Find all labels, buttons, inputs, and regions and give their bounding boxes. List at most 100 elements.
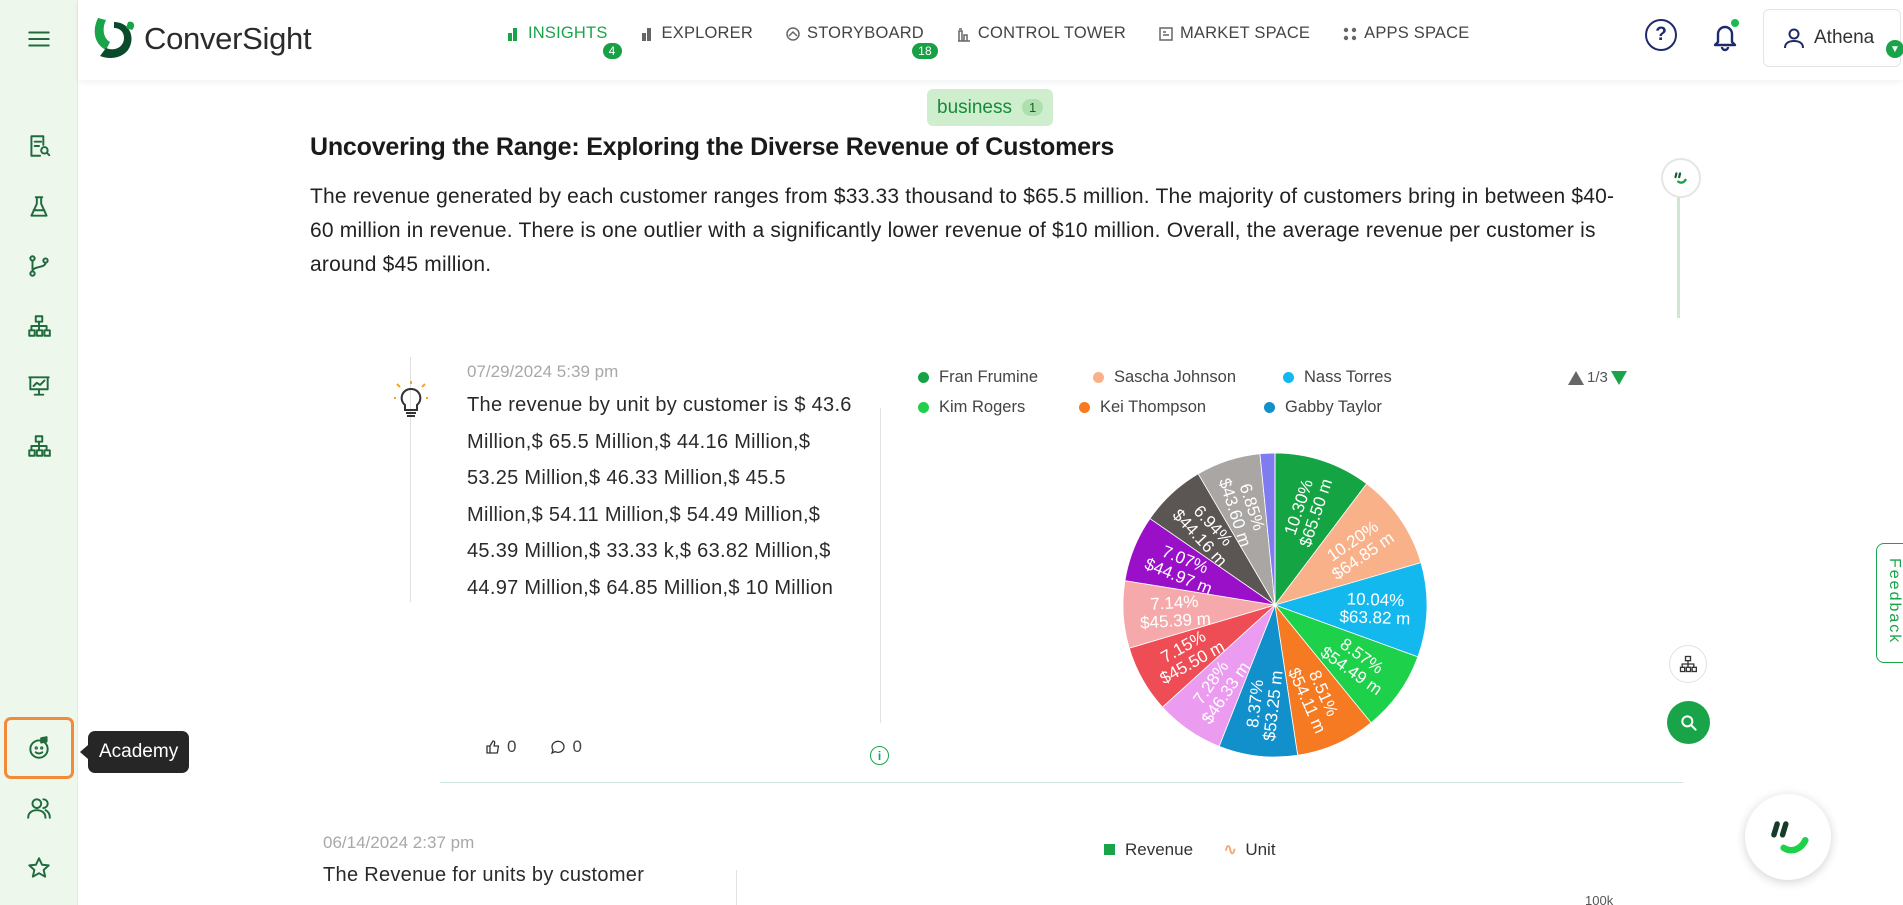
card2-divider <box>736 870 737 905</box>
nav-insights[interactable]: INSIGHTS 4 <box>506 24 622 59</box>
legend-swatch <box>918 402 929 413</box>
pie-slice[interactable] <box>1274 452 1368 607</box>
card-divider <box>880 408 881 723</box>
pager-text: 1/3 <box>1587 369 1608 386</box>
notification-dot <box>1731 19 1739 27</box>
nav-storyboard[interactable]: STORYBOARD 18 <box>785 24 938 59</box>
user-name: Athena <box>1814 27 1875 48</box>
unit-line-icon: ∿ <box>1223 840 1238 859</box>
nav-explorer[interactable]: EXPLORER <box>640 24 753 43</box>
pager-down-icon[interactable] <box>1610 370 1627 385</box>
assistant-avatar-icon[interactable] <box>1661 158 1701 198</box>
lightbulb-icon <box>394 381 428 423</box>
flask-icon[interactable] <box>19 187 59 227</box>
academy-icon[interactable] <box>4 717 74 779</box>
info-icon[interactable]: i <box>870 746 889 765</box>
nav-apps-space[interactable]: APPS SPACE <box>1342 24 1469 43</box>
like-count: 0 <box>507 737 517 756</box>
legend-label: Kei Thompson <box>1100 398 1207 416</box>
nav-storyboard-label: STORYBOARD <box>807 24 924 42</box>
pie-slice[interactable] <box>1273 483 1422 606</box>
apps-grid-icon <box>1343 27 1357 40</box>
revenue-swatch <box>1104 844 1115 855</box>
nav-insights-badge: 4 <box>602 43 622 59</box>
bar-chart-icon <box>508 27 517 41</box>
category-tag-count: 1 <box>1022 99 1044 116</box>
star-icon[interactable] <box>19 848 59 888</box>
legend-label: Kim Rogers <box>939 398 1026 416</box>
market-space-icon <box>1159 26 1173 41</box>
branch-icon[interactable] <box>19 246 59 286</box>
menu-icon[interactable] <box>19 19 59 59</box>
legend-swatch <box>1093 372 1104 383</box>
legend2-revenue[interactable]: Revenue <box>1104 840 1193 860</box>
legend-swatch <box>1283 372 1294 383</box>
hierarchy-icon[interactable] <box>19 306 59 346</box>
insight-actions: 0 0 <box>485 737 582 757</box>
thumbs-up-icon <box>486 740 500 754</box>
assistant-chat-button[interactable] <box>1745 794 1831 880</box>
storyboard-icon <box>786 26 800 41</box>
category-tag[interactable]: business 1 <box>927 89 1054 126</box>
legend-swatch <box>1264 402 1275 413</box>
comment-icon <box>551 740 566 755</box>
nav-insights-label: INSIGHTS <box>528 24 608 42</box>
users-icon[interactable] <box>19 788 59 828</box>
sidebar <box>0 0 78 905</box>
insight-summary: The revenue generated by each customer r… <box>310 185 1615 276</box>
legend-label: Fran Frumine <box>939 368 1039 386</box>
brand-name: ConverSight <box>144 21 312 56</box>
help-icon[interactable]: ? <box>1645 19 1677 51</box>
legend-label: Sascha Johnson <box>1114 368 1237 386</box>
comment-button[interactable]: 0 <box>550 737 582 757</box>
revenue-pie-chart: 10.30%$65.50 m10.20%$64.85 m10.04%$63.82… <box>1122 452 1428 758</box>
nav-storyboard-badge: 18 <box>912 43 938 59</box>
pie-data-label: 7.14%$45.39 m <box>1138 591 1211 632</box>
presentation-icon[interactable] <box>19 366 59 406</box>
like-button[interactable]: 0 <box>485 737 516 757</box>
legend-item[interactable]: Nass Torres <box>1283 368 1433 387</box>
chart2-axis-label: 100k <box>1585 893 1614 905</box>
insight-headline: Uncovering the Range: Exploring the Dive… <box>310 133 1115 161</box>
card-separator <box>440 782 1683 783</box>
feedback-tab[interactable]: Feedback <box>1876 543 1903 663</box>
legend-item[interactable]: Kim Rogers <box>918 398 1079 417</box>
insight2-timestamp: 06/14/2024 2:37 pm <box>323 833 475 852</box>
legend-item[interactable]: Fran Frumine <box>918 368 1093 387</box>
nav-market-space[interactable]: MARKET SPACE <box>1158 24 1310 43</box>
search-icon[interactable] <box>1667 701 1710 744</box>
brand-logo[interactable]: ConverSight <box>90 16 312 62</box>
pager-up-icon[interactable] <box>1568 370 1584 385</box>
legend-item[interactable]: Sascha Johnson <box>1093 368 1283 387</box>
insight-timestamp: 07/29/2024 5:39 pm <box>467 362 619 381</box>
legend-item[interactable]: Gabby Taylor <box>1264 398 1414 417</box>
nav-market-space-label: MARKET SPACE <box>1179 24 1311 42</box>
top-bar: ConverSight INSIGHTS 4 EXPLORER STORYBOA… <box>78 0 1903 80</box>
legend-label: Nass Torres <box>1304 368 1392 386</box>
top-nav: INSIGHTS 4 EXPLORER STORYBOARD 18 CONTRO… <box>506 24 1501 59</box>
category-tag-label: business <box>937 96 1012 118</box>
notification-bell-icon[interactable] <box>1710 19 1740 52</box>
pie-data-label: 8.37%$53.25 m <box>1242 667 1287 742</box>
report-search-icon[interactable] <box>19 126 59 166</box>
chart-pager: 1/3 <box>1568 369 1627 386</box>
comment-count: 0 <box>572 737 582 756</box>
legend-item[interactable]: Kei Thompson <box>1079 398 1264 417</box>
nav-control-tower-label: CONTROL TOWER <box>977 24 1126 42</box>
insight-text: The revenue by unit by customer is $ 43.… <box>467 394 852 599</box>
chart2-legend: Revenue ∿ Unit <box>1104 840 1276 860</box>
legend2-unit-label: Unit <box>1245 840 1276 859</box>
hierarchy-view-button[interactable] <box>1669 645 1707 683</box>
nav-control-tower[interactable]: CONTROL TOWER <box>956 24 1126 43</box>
chevron-down-icon: ▼ <box>1886 40 1903 58</box>
card-timeline-line <box>410 357 411 602</box>
legend2-unit[interactable]: ∿ Unit <box>1223 840 1275 860</box>
hierarchy-icon[interactable] <box>19 426 59 466</box>
legend-swatch <box>1079 402 1090 413</box>
insight2-text: The Revenue for units by customer <box>323 864 645 886</box>
legend2-revenue-label: Revenue <box>1125 840 1194 859</box>
control-tower-icon <box>957 27 970 42</box>
pie-slice[interactable] <box>1273 562 1428 658</box>
user-menu[interactable]: Athena ▼ <box>1763 9 1903 67</box>
